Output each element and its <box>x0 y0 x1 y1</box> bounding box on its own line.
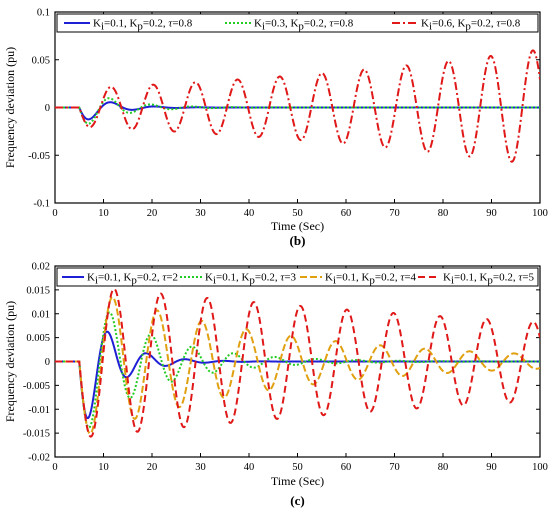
y-tick-label: 0.1 <box>37 8 50 19</box>
y-tick-label: 0 <box>45 103 50 114</box>
x-tick-label: 60 <box>341 462 352 473</box>
x-tick-label: 90 <box>486 208 497 219</box>
chart-panel-c: 0 10 20 30 40 50 60 70 80 90 100 -0.02 -0.015 -0.01 -0… <box>3 262 548 509</box>
legend: Ki=0.1, Kp=0.2, τ=2 Ki=0.1, Kp=0.2, τ=3 Ki… <box>56 267 539 287</box>
x-tick-label: 70 <box>389 208 400 219</box>
x-tick-label: 10 <box>98 208 109 219</box>
x-tick-label: 60 <box>341 208 352 219</box>
x-tick-label: 20 <box>147 462 158 473</box>
chart-panel-b: 0 10 20 30 40 50 60 70 80 90 100 -0.1 -0.05 0 0.05 0.1 T… <box>3 8 548 249</box>
x-tick-label: 90 <box>486 462 497 473</box>
legend-entry-2: Ki=0.3, Kp=0.2, τ=0.8 <box>254 18 354 33</box>
series-line-2 <box>55 97 540 125</box>
x-tick-label: 30 <box>195 208 206 219</box>
legend-box <box>56 267 539 287</box>
y-tick-label: -0.01 <box>28 405 50 416</box>
series-line-2 <box>55 311 540 429</box>
x-tick-label: 40 <box>244 208 255 219</box>
y-axis-label: Frequency deviation (pu) <box>3 47 17 168</box>
y-tick-label: 0.02 <box>32 262 50 273</box>
legend-entry-2: Ki=0.1, Kp=0.2, τ=3 <box>205 272 297 287</box>
panel-caption: (c) <box>290 493 304 508</box>
x-axis-label: Time (Sec) <box>271 474 324 488</box>
x-tick-label: 80 <box>438 462 449 473</box>
x-tick-label: 0 <box>52 462 57 473</box>
x-tick-label: 50 <box>292 462 303 473</box>
y-tick-label: -0.005 <box>23 381 50 392</box>
y-tick-label: -0.015 <box>23 429 50 440</box>
y-tick-label: -0.1 <box>33 199 50 210</box>
legend-entry-1: Ki=0.1, Kp=0.2, τ=2 <box>87 272 178 287</box>
legend-entry-3: Ki=0.1, Kp=0.2, τ=4 <box>325 272 417 287</box>
x-tick-label: 100 <box>532 208 548 219</box>
y-tick-label: 0.05 <box>32 55 50 66</box>
x-tick-label: 100 <box>532 462 548 473</box>
legend-entry-3: Ki=0.6, Kp=0.2, τ=0.8 <box>421 18 521 33</box>
y-axis-label: Frequency deviation (pu) <box>3 301 17 422</box>
legend-entry-1: Ki=0.1, Kp=0.2, τ=0.8 <box>93 18 193 33</box>
x-tick-label: 40 <box>244 462 255 473</box>
legend-box <box>56 13 539 33</box>
x-axis-label: Time (Sec) <box>271 219 324 233</box>
x-tick-label: 80 <box>438 208 449 219</box>
y-tick-label: 0.005 <box>26 333 50 344</box>
series-line-4 <box>55 287 540 438</box>
series-line-3 <box>55 296 540 435</box>
x-tick-label: 0 <box>52 208 57 219</box>
panel-caption: (b) <box>290 233 306 248</box>
y-tick-label: 0.01 <box>32 309 50 320</box>
x-tick-label: 10 <box>98 462 109 473</box>
x-tick-label: 70 <box>389 462 400 473</box>
y-tick-label: -0.02 <box>28 453 50 464</box>
legend: Ki=0.1, Kp=0.2, τ=0.8 Ki=0.3, Kp=0.2, τ=0… <box>56 13 539 33</box>
x-tick-label: 50 <box>292 208 303 219</box>
series-line-3 <box>55 49 540 163</box>
y-tick-label: -0.05 <box>28 151 50 162</box>
legend-entry-4: Ki=0.1, Kp=0.2, τ=5 <box>443 272 535 287</box>
y-tick-label: 0 <box>45 357 50 368</box>
x-tick-label: 20 <box>147 208 158 219</box>
y-tick-label: 0.015 <box>26 285 50 296</box>
x-tick-label: 30 <box>195 462 206 473</box>
